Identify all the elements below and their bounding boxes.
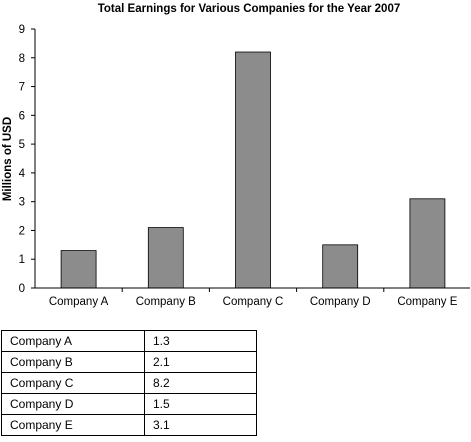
table-cell-value: 1.3 (144, 330, 257, 352)
y-tick-label: 5 (19, 139, 25, 151)
table-cell-value: 8.2 (144, 372, 257, 394)
bar-company-a (60, 250, 97, 289)
bar-company-b (147, 227, 184, 289)
y-tick-label: 4 (19, 168, 26, 180)
y-tick-label: 1 (19, 254, 25, 266)
x-tick-label: Company A (49, 296, 109, 308)
x-tick-label: Company E (397, 296, 457, 308)
axes (31, 28, 470, 292)
table-cell-value: 1.5 (144, 393, 257, 415)
y-tick-label: 6 (19, 110, 25, 122)
table-cell-company: Company E (1, 414, 145, 436)
table-row: Company E 3.1 (1, 414, 257, 436)
table-cell-company: Company D (1, 393, 145, 415)
table-cell-company: Company A (1, 330, 145, 352)
x-tick-label: Company B (136, 296, 196, 308)
y-tick-label: 9 (19, 24, 25, 36)
bar-company-e (409, 198, 446, 289)
tick-labels: 0 1 2 3 4 5 6 7 8 9 Company A Company B Company C Com… (19, 24, 458, 308)
y-tick-label: 8 (19, 53, 25, 65)
chart-title: Total Earnings for Various Companies for… (98, 3, 401, 15)
chart-canvas: Total Earnings for Various Companies for… (2, 3, 470, 308)
y-tick-label: 0 (19, 283, 25, 295)
table-row: Company C 8.2 (1, 372, 257, 394)
y-tick-label: 7 (19, 82, 25, 94)
table-row: Company B 2.1 (1, 351, 257, 373)
table-cell-value: 2.1 (144, 351, 257, 373)
bar-company-c (235, 51, 271, 289)
table-cell-value: 3.1 (144, 414, 257, 436)
x-tick-label: Company D (310, 296, 371, 308)
y-axis-label: Millions of USD (2, 117, 14, 201)
bars (60, 51, 446, 289)
table-row: Company A 1.3 (1, 330, 257, 352)
y-tick-label: 2 (19, 225, 25, 237)
data-table: Company A 1.3 Company B 2.1 Company C 8.… (1, 330, 257, 436)
x-tick-label: Company C (223, 296, 284, 308)
bar-company-d (322, 244, 359, 289)
table-cell-company: Company B (1, 351, 145, 373)
table-cell-company: Company C (1, 372, 145, 394)
table-row: Company D 1.5 (1, 393, 257, 415)
y-tick-label: 3 (19, 197, 25, 209)
bar-chart: Total Earnings for Various Companies for… (2, 3, 470, 308)
